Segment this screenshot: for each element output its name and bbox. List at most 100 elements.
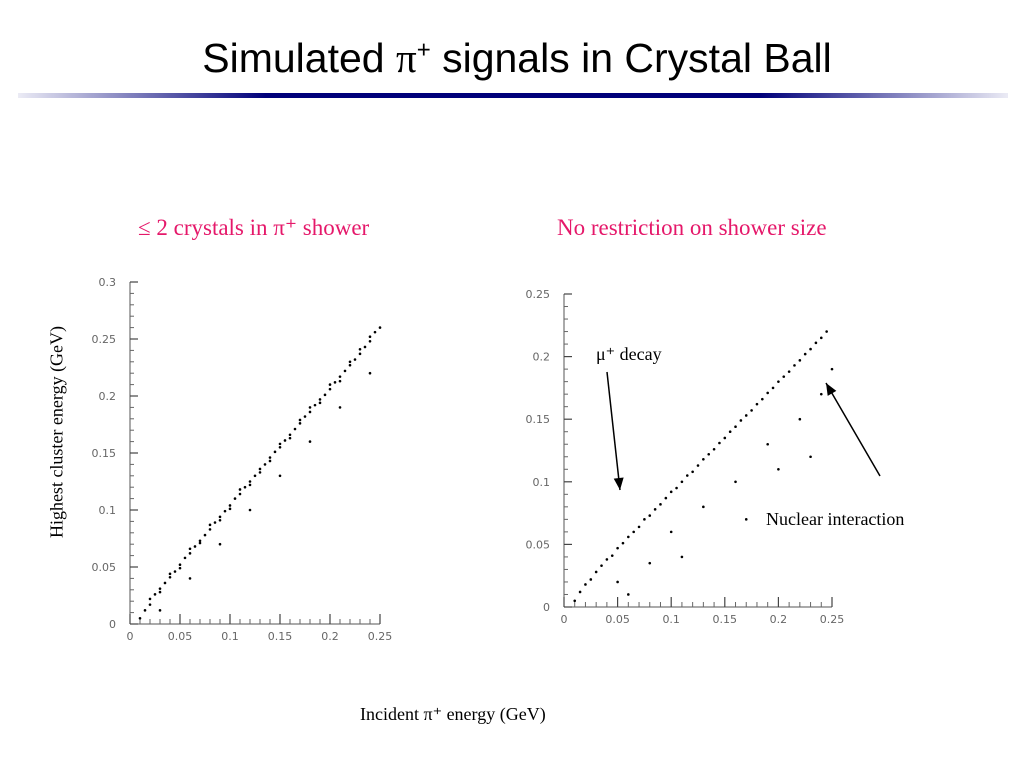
data-point [318,398,322,401]
data-point [333,381,337,384]
data-point [328,383,332,386]
data-point [378,326,382,329]
y-axis-label: Highest cluster energy (GeV) [46,325,67,539]
data-point [702,457,705,461]
left-plot-title: ≤ 2 crystals in π⁺ shower [138,215,370,240]
data-point [238,488,242,491]
y-tick-label: 0.05 [92,561,117,574]
right-plot-title: No restriction on shower size [557,215,827,240]
data-point [659,503,662,506]
data-point [268,456,272,459]
data-point [273,450,277,454]
nuclear-interaction-arrow-head [826,383,837,396]
data-point [258,471,262,474]
data-point [148,603,152,606]
data-point [278,446,282,449]
x-tick-label: 0.15 [713,613,738,626]
data-point [228,504,232,507]
data-point [263,463,267,466]
x-tick-label: 0.2 [321,630,339,643]
data-point [825,330,828,333]
left-scatter-plot: 0 0.05 0.1 0.15 0.2 0.25 0.3 0 0.05 0.1 0.15 0.2 0.2… [92,276,393,643]
data-point [584,583,587,586]
data-point [223,509,227,513]
data-point [308,406,312,409]
data-point [158,587,162,590]
data-point [168,572,172,576]
data-point [188,577,192,580]
x-tick-label: 0.1 [221,630,239,643]
data-point [298,422,302,425]
nuclear-interaction-arrow [825,382,881,477]
title-prefix: Simulated [202,35,396,81]
data-point [664,496,668,500]
data-point [653,508,657,511]
data-point [616,580,619,584]
data-point [303,415,307,418]
data-point [809,455,812,459]
data-point [819,392,823,396]
data-point [348,360,352,364]
data-point [338,379,342,383]
data-point [761,397,764,401]
data-point [755,402,759,406]
right-scatter-plot: 0 0.05 0.1 0.15 0.2 0.25 0 0.05 0.1 0.15 0.2 0.25 μ⁺… [526,288,905,626]
data-point [163,581,167,585]
data-point [278,474,282,478]
data-point [193,545,197,548]
data-point [298,418,302,422]
data-point [283,439,287,442]
data-point [718,441,721,445]
muon-decay-annotation: μ⁺ decay [596,344,662,364]
data-point [143,609,147,612]
y-tick-label: 0 [109,618,116,631]
data-point [168,575,172,579]
title-underline [18,93,1008,98]
data-point [707,452,711,456]
data-point [712,447,716,451]
data-point [616,546,619,550]
data-point [243,485,247,489]
data-point [258,467,262,471]
data-point [343,369,347,373]
data-point [178,563,182,567]
data-point [198,539,202,543]
data-point [798,417,802,421]
y-tick-label: 0.1 [533,476,551,489]
data-point [627,535,630,539]
data-point [188,552,192,555]
data-point [188,547,192,551]
data-point [218,518,222,522]
x-tick-label: 0.1 [662,613,680,626]
data-point [734,425,737,429]
data-point [675,486,678,490]
data-point [589,578,593,581]
data-point [809,347,812,351]
data-point [198,541,202,545]
title-suffix: signals in Crystal Ball [430,35,832,81]
data-point [702,505,705,509]
title-pi-symbol: π [395,35,417,81]
data-point [782,375,786,378]
data-point [203,533,207,537]
data-point [814,341,818,345]
data-point [268,459,272,463]
x-tick-label: 0.25 [368,630,393,643]
data-point [253,474,257,478]
data-point [728,430,732,434]
data-point [696,464,700,467]
data-point [744,414,748,417]
data-point [627,593,630,596]
data-point [739,419,743,422]
data-point [600,564,603,567]
data-point [819,336,823,340]
data-point [373,330,377,334]
data-point [208,528,212,531]
data-point [734,480,737,484]
x-axis-label: Incident π⁺ energy (GeV) [360,704,546,724]
y-tick-label: 0.15 [92,447,117,460]
data-point [803,352,807,356]
data-point [680,555,684,559]
data-point [173,570,177,573]
data-point [158,590,162,594]
